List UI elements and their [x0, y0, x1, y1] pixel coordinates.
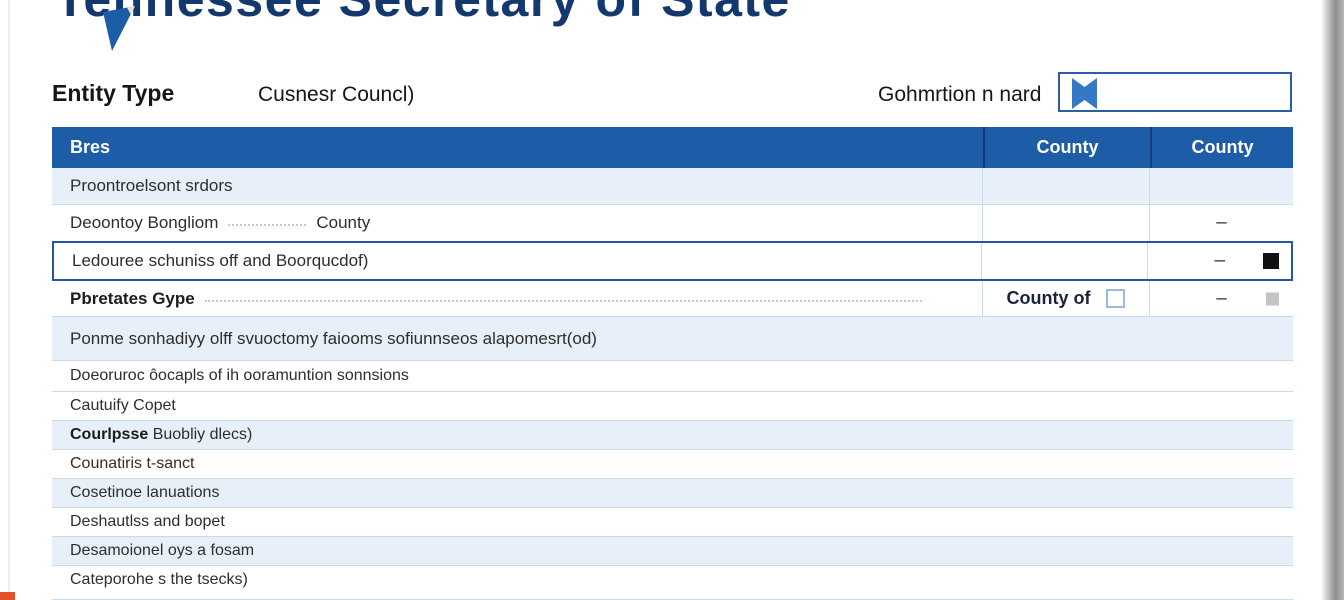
page-right-shadow — [1322, 0, 1344, 600]
table-row[interactable]: Counatiris t-sanct — [52, 450, 1293, 479]
table-row[interactable]: Courlpsse Buobliy dlecs) — [52, 421, 1293, 450]
table-row[interactable]: Cosetinoe lanuations — [52, 479, 1293, 508]
table-row[interactable]: Cateporohe s the tsecks) — [52, 566, 1293, 600]
table-row[interactable]: Doeoruroc ôocapls of ih ooramuntion sonn… — [52, 361, 1293, 392]
table-row[interactable]: Desamoionel oys a fosam — [52, 537, 1293, 566]
table-row[interactable]: Deshautlss and bopet — [52, 508, 1293, 537]
table-row[interactable]: Deoontoy Bongliom County – — [52, 205, 1293, 242]
row-label: Deoontoy Bongliom — [70, 213, 219, 232]
page-left-edge — [8, 0, 10, 600]
county-of-label: County of — [1006, 288, 1091, 308]
header-cell-name: Bres — [70, 137, 111, 157]
row-label: Cateporohe s the tsecks) — [70, 571, 248, 588]
row-label: Buobliy dlecs) — [148, 426, 253, 443]
row-label: Ledouree schuniss off and Boorqucdof) — [72, 251, 369, 270]
search-box[interactable] — [1058, 72, 1292, 112]
table-row[interactable]: Proontroelsont srdors — [52, 168, 1293, 205]
entity-type-value: Cusnesr Councl) — [258, 83, 415, 106]
search-input[interactable] — [1060, 74, 1290, 110]
table-row[interactable]: Cautuify Copet — [52, 392, 1293, 421]
table-header-row: Bres County County — [52, 127, 1293, 168]
entity-type-label: Entity Type — [52, 80, 175, 106]
row-label: Deshautlss and bopet — [70, 513, 225, 530]
dash-value: – — [1214, 250, 1226, 271]
row-label: Cautuify Copet — [70, 397, 176, 414]
dash-value: – — [1216, 287, 1227, 309]
row-label: Proontroelsont srdors — [70, 176, 233, 195]
dash-value: – — [1216, 212, 1227, 233]
row-label: Desamoionel oys a fosam — [70, 542, 255, 559]
corner-marker — [0, 592, 15, 600]
row-label-bold: Courlpsse — [70, 426, 149, 443]
entity-table: Bres County County Proontroelsont srdors… — [52, 127, 1293, 600]
county-checkbox[interactable] — [1106, 289, 1126, 308]
formation-search-label: Gohmrtion n nard — [878, 83, 1042, 106]
dotted-leader — [204, 299, 922, 302]
dotted-leader — [228, 224, 307, 226]
row-label: Doeoruroc ôocapls of ih ooramuntion sonn… — [70, 367, 409, 384]
selected-marker-icon — [1263, 253, 1279, 269]
row-label: Ponme sonhadiyy olff svuoctomy faiooms s… — [70, 328, 597, 348]
header-cell-county-1: County — [983, 127, 1150, 168]
row-label-suffix: County — [316, 213, 371, 232]
row-label: Counatiris t-sanct — [70, 455, 195, 472]
inactive-marker-icon — [1266, 292, 1279, 305]
pennant-logo-icon — [103, 6, 135, 51]
table-row[interactable]: Pbretates Gype County of – — [52, 281, 1293, 317]
table-row[interactable]: Ponme sonhadiyy olff svuoctomy faiooms s… — [52, 317, 1293, 361]
page-title: Tennessee Secretary of State — [55, 0, 791, 28]
header-cell-county-2: County — [1150, 127, 1293, 168]
row-label: Cosetinoe lanuations — [70, 484, 220, 501]
row-label: Pbretates Gype — [70, 288, 195, 308]
table-row-selected[interactable]: Ledouree schuniss off and Boorqucdof) – — [52, 241, 1293, 281]
